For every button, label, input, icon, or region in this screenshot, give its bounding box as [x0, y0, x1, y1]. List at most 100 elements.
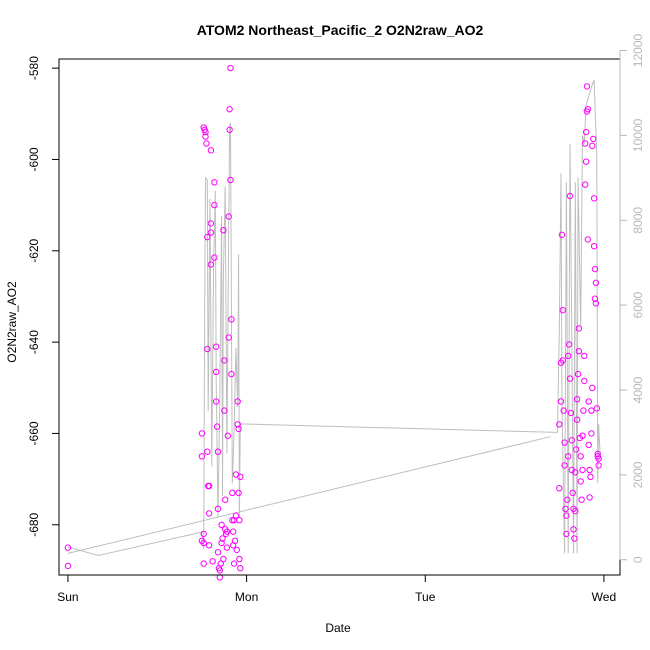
data-point: [231, 537, 239, 544]
y2-tick-label: 10000: [631, 118, 645, 152]
y-tick-label: -640: [27, 330, 41, 354]
data-point: [222, 496, 229, 503]
data-point: [237, 473, 244, 480]
data-point: [229, 517, 236, 524]
data-point: [204, 448, 211, 455]
data-point: [563, 512, 570, 519]
data-point: [588, 407, 595, 414]
data-point: [573, 416, 581, 423]
data-point: [591, 295, 599, 302]
data-point: [595, 455, 602, 462]
data-point: [572, 507, 579, 515]
data-point: [205, 542, 213, 549]
data-point: [577, 478, 584, 485]
data-point: [559, 357, 566, 364]
y-axis-left: -680 -660 -640 -620 -600 -580: [27, 56, 60, 537]
data-point: [214, 448, 222, 455]
data-point: [582, 140, 589, 147]
data-point: [566, 375, 574, 382]
data-point: [205, 482, 213, 490]
data-point: [582, 158, 590, 165]
chart-title: ATOM2 Northeast_Pacific_2 O2N2raw_AO2: [197, 22, 484, 38]
data-point: [562, 505, 569, 512]
data-point: [229, 489, 236, 496]
data-point: [230, 528, 237, 535]
data-point: [200, 539, 207, 547]
data-point: [234, 421, 241, 428]
data-point: [556, 485, 563, 492]
data-point: [209, 558, 216, 565]
data-point: [221, 357, 228, 364]
data-point: [225, 213, 232, 220]
data-point: [228, 370, 235, 378]
secondary-line-0: [67, 80, 601, 557]
data-point: [565, 352, 572, 359]
data-point: [573, 446, 580, 453]
y2-tick-label: 0: [631, 556, 645, 563]
data-point: [211, 179, 218, 186]
data-point: [591, 265, 599, 273]
data-point: [225, 334, 232, 341]
x-axis: Sun Mon Tue Wed: [57, 574, 616, 604]
data-point: [580, 407, 587, 414]
y-tick-label: -620: [27, 238, 41, 262]
secondary-series: [67, 80, 601, 557]
y-tick-label: -680: [27, 512, 41, 536]
data-point: [218, 521, 225, 528]
data-point: [207, 229, 215, 236]
x-tick-label: Mon: [235, 590, 258, 604]
data-point: [224, 432, 232, 439]
data-point: [230, 560, 238, 567]
data-point: [213, 343, 220, 350]
data-point: [590, 195, 598, 202]
data-point: [589, 384, 596, 391]
y2-tick-label: 8000: [631, 207, 645, 234]
data-point: [565, 341, 573, 348]
y2-tick-label: 6000: [631, 291, 645, 318]
data-point: [592, 279, 600, 286]
data-point: [590, 243, 598, 250]
data-point: [582, 181, 589, 188]
data-point: [581, 377, 588, 385]
data-point: [204, 345, 211, 353]
data-point: [561, 462, 568, 469]
y2-tick-label: 12000: [631, 34, 645, 68]
data-point: [575, 348, 583, 355]
data-point: [200, 560, 207, 567]
data-point: [223, 544, 231, 551]
data-point: [564, 496, 571, 503]
data-point: [588, 430, 595, 437]
data-point: [236, 555, 243, 563]
y-axis-right: 0 2000 4000 6000 8000 10000 12000: [619, 34, 645, 563]
y-tick-label: -660: [27, 421, 41, 445]
data-point: [205, 510, 213, 517]
x-tick-label: Tue: [415, 590, 436, 604]
data-point: [233, 546, 241, 554]
data-point: [572, 469, 579, 476]
data-point: [556, 421, 563, 428]
data-point: [198, 453, 206, 460]
y-tick-label: -600: [27, 147, 41, 171]
data-point: [64, 562, 72, 570]
data-point: [592, 300, 600, 307]
data-point: [567, 409, 575, 417]
data-point: [235, 489, 242, 496]
data-point: [568, 437, 575, 444]
data-point: [228, 316, 235, 323]
data-point: [589, 142, 596, 150]
data-point: [204, 233, 211, 241]
data-point: [560, 407, 567, 414]
data-point: [575, 325, 583, 332]
data-point: [213, 368, 220, 375]
data-point: [218, 539, 225, 547]
data-point: [581, 352, 588, 359]
data-point: [557, 398, 565, 405]
data-point: [213, 398, 220, 405]
data-point: [584, 106, 591, 113]
data-point: [232, 512, 240, 519]
data-point: [582, 128, 590, 136]
data-point: [226, 106, 233, 113]
data-point: [585, 441, 592, 449]
